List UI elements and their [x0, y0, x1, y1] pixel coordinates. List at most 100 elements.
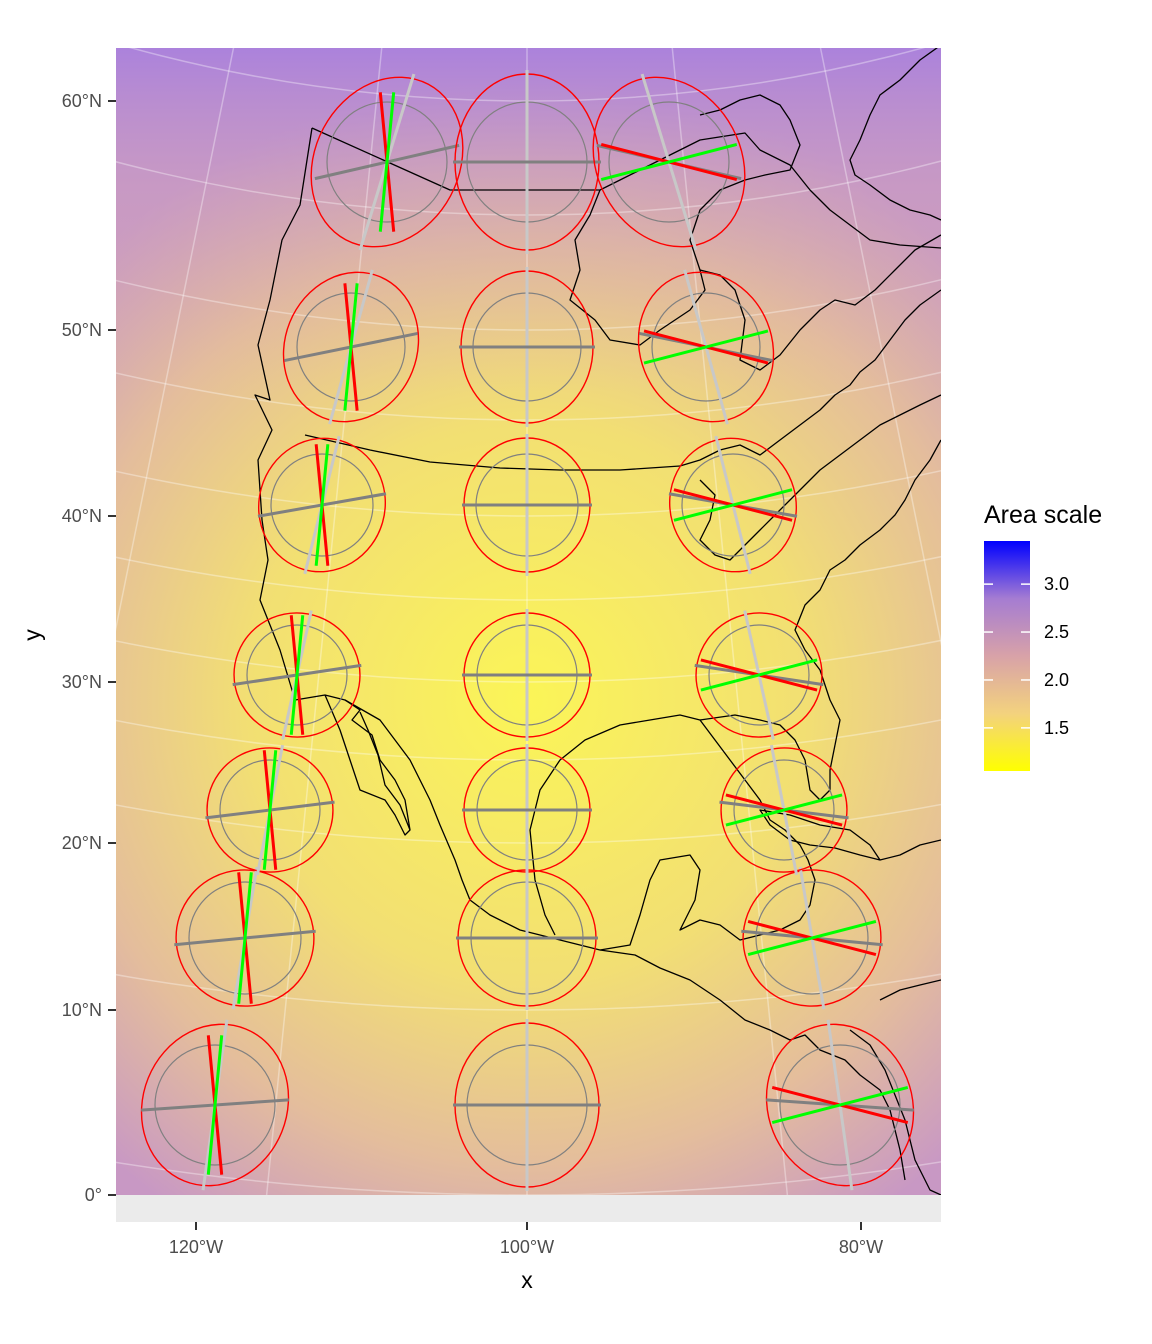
- legend-colorbar: [984, 541, 1030, 771]
- tissot-indicatrix: [453, 70, 601, 254]
- cuba: [759, 809, 881, 861]
- us-gulf-coast: [699, 714, 836, 801]
- tissot-reference-circle: [154, 1044, 276, 1166]
- labrador: [849, 48, 941, 221]
- tissot-min-axis: [673, 488, 793, 522]
- tissot-indicatrix: [637, 269, 775, 425]
- tissot-indicatrix: [668, 435, 798, 575]
- legend: Area scale 1.5 2.0 2.5 3.0: [984, 501, 1102, 771]
- baja-peninsula: [324, 694, 411, 836]
- tissot-indicatrix: [719, 744, 849, 876]
- tissot-min-axis: [771, 1086, 909, 1124]
- tissot-indicatrix: [232, 610, 362, 740]
- y-tick-label: 20°N: [62, 833, 102, 853]
- tissot-indicatrix: [453, 1019, 601, 1191]
- graticule-meridian: [671, 48, 789, 1195]
- tissot-indicatrix: [462, 609, 592, 741]
- tissot-min-axis: [747, 920, 877, 956]
- tissot-ellipse: [637, 271, 775, 423]
- tissot-reference-circle: [219, 759, 321, 861]
- tissot-ellipse: [720, 747, 848, 873]
- tissot-indicatrix: [741, 866, 883, 1010]
- y-tick-label: 60°N: [62, 91, 102, 111]
- south-america-north: [879, 979, 941, 1001]
- x-tick-label: 100°W: [500, 1237, 554, 1257]
- legend-title: Area scale: [984, 501, 1102, 529]
- tissot-indicatrix: [694, 610, 824, 740]
- tissot-reference-circle: [246, 624, 348, 726]
- tissot-ellipse: [175, 869, 315, 1007]
- tissot-ellipse: [233, 612, 361, 738]
- tissot-indicatrix: [462, 744, 592, 876]
- graticule-meridian: [819, 48, 941, 647]
- tissot-indicatrix: [140, 1019, 290, 1191]
- tissot-indicatrix: [765, 1019, 915, 1191]
- tissot-min-axis: [237, 872, 253, 1004]
- tissot-reference-circle: [755, 881, 869, 995]
- graticule-parallel: [116, 555, 941, 601]
- tissot-min-axis: [378, 92, 396, 232]
- us-east-coast: [794, 439, 941, 746]
- tissot-ellipse: [765, 1023, 915, 1187]
- legend-tick-label: 1.5: [1044, 718, 1069, 738]
- tissot-min-axis: [725, 793, 843, 827]
- tissot-min-axis: [343, 283, 359, 411]
- tissot-min-axis: [700, 658, 818, 692]
- legend-tick-label: 2.5: [1044, 622, 1069, 642]
- tissot-ellipse: [742, 869, 882, 1007]
- tissot-indicatrix: [282, 269, 420, 425]
- y-tick-label: 30°N: [62, 672, 102, 692]
- graticule-parallel: [116, 1160, 941, 1195]
- tissot-indicatrices: [140, 70, 915, 1191]
- axes: 120°W 100°W 80°W 0° 10°N 20°N 30°N 40°N 50°N 60°N: [62, 91, 883, 1257]
- tissot-reference-circle: [270, 453, 374, 557]
- hudson-bay: [569, 189, 941, 371]
- tissot-ellipse: [206, 747, 334, 873]
- tissot-reference-circle: [708, 624, 810, 726]
- tissot-ellipse: [592, 76, 746, 248]
- graticule-meridian: [265, 48, 383, 1195]
- tissot-indicatrix: [459, 267, 595, 427]
- tissot-ellipse: [695, 612, 823, 738]
- us-canada-border: [304, 434, 681, 471]
- tissot-reference-circle: [733, 759, 835, 861]
- tissot-min-axis: [600, 143, 738, 181]
- y-axis-title: y: [19, 629, 45, 641]
- tissot-reference-circle: [651, 292, 761, 402]
- tissot-reference-circle: [296, 292, 406, 402]
- y-tick-label: 40°N: [62, 506, 102, 526]
- legend-tick-label: 3.0: [1044, 574, 1069, 594]
- tissot-ellipse: [668, 437, 798, 573]
- x-tick-label: 120°W: [169, 1237, 223, 1257]
- tissot-min-axis: [262, 750, 278, 870]
- tissot-indicatrix: [310, 73, 464, 251]
- tissot-reference-circle: [188, 881, 302, 995]
- tissot-ellipse: [257, 437, 387, 573]
- great-lakes: [679, 289, 941, 467]
- tissot-reference-circle: [608, 101, 730, 223]
- tissot-indicatrix: [462, 434, 592, 576]
- tissot-ellipse: [140, 1023, 290, 1187]
- tissot-ellipse: [282, 271, 420, 423]
- coastlines: [254, 48, 941, 1195]
- tissot-min-axis: [314, 444, 330, 566]
- y-tick-label: 0°: [85, 1185, 102, 1205]
- tissot-reference-circle: [779, 1044, 901, 1166]
- great-lakes-inner: [699, 394, 941, 561]
- tissot-reference-circle: [326, 101, 448, 223]
- tissot-min-axis: [289, 615, 305, 735]
- tissot-indicatrix: [257, 435, 387, 575]
- tissot-indicatrix: [174, 866, 316, 1010]
- arctic-coast: [311, 127, 941, 249]
- tissot-min-axis: [206, 1035, 224, 1175]
- tissot-reference-circle: [681, 453, 785, 557]
- caribbean-islands: [879, 839, 941, 861]
- graticule-meridian: [116, 48, 235, 632]
- y-tick-label: 10°N: [62, 1000, 102, 1020]
- canada-us-west-coast: [254, 127, 411, 831]
- tissot-indicatrix: [592, 73, 746, 251]
- hudson-bay-east: [689, 94, 801, 271]
- tissot-min-axis: [643, 329, 769, 365]
- mexico-pacific-coast: [344, 699, 906, 1181]
